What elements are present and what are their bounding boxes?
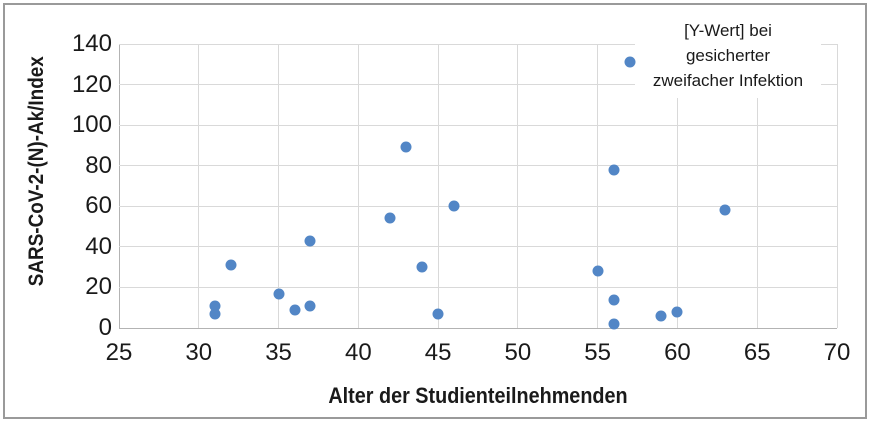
chart-frame: SARS-CoV-2-(N)-Ak/Index 0 20 40 60 80 100 120 1… xyxy=(3,3,867,419)
vertical-gridline xyxy=(198,44,200,328)
data-point xyxy=(624,56,636,68)
vertical-gridline xyxy=(278,44,280,328)
x-tick-label: 65 xyxy=(743,339,771,366)
annotation-line-2: gesicherter xyxy=(685,46,771,65)
data-point xyxy=(655,310,667,322)
data-point xyxy=(608,164,620,176)
vertical-gridline xyxy=(597,44,599,328)
data-point xyxy=(671,306,683,318)
data-point xyxy=(448,200,460,212)
data-point xyxy=(719,204,731,216)
vertical-gridline xyxy=(676,44,678,328)
data-point xyxy=(225,259,237,271)
x-tick-label: 60 xyxy=(664,339,691,366)
data-point xyxy=(608,318,620,330)
x-axis-title: Alter der Studienteilnehmenden xyxy=(328,383,628,408)
annotation-label: [Y-Wert] bei gesicherter zweifacher Infe… xyxy=(635,13,821,98)
x-tick-label: 55 xyxy=(584,339,612,366)
vertical-gridline xyxy=(756,44,758,328)
data-point xyxy=(289,304,300,316)
y-tick-label: 40 xyxy=(85,232,112,260)
x-tick-label: 25 xyxy=(105,339,133,366)
data-point xyxy=(304,300,316,312)
data-point xyxy=(416,261,428,273)
horizontal-gridline xyxy=(119,84,837,86)
horizontal-gridline xyxy=(119,286,837,288)
data-point xyxy=(209,300,221,312)
annotation-line-3: zweifacher Infektion xyxy=(652,71,804,90)
x-axis-line xyxy=(119,327,837,329)
horizontal-gridline xyxy=(119,246,837,248)
vertical-gridline xyxy=(517,44,519,328)
y-tick-label: 20 xyxy=(85,273,112,301)
x-tick-label: 30 xyxy=(185,339,213,366)
data-point xyxy=(304,235,316,247)
data-point xyxy=(432,308,444,320)
y-axis-line xyxy=(118,44,120,328)
horizontal-gridline xyxy=(119,165,837,167)
x-axis-tick-labels: 25 30 35 40 45 50 55 60 65 70 xyxy=(106,339,851,366)
y-tick-label: 0 xyxy=(98,314,112,341)
data-point xyxy=(384,212,396,224)
horizontal-gridline xyxy=(119,43,837,45)
y-tick-label: 100 xyxy=(71,111,112,139)
y-tick-label: 60 xyxy=(85,192,112,220)
x-tick-label: 35 xyxy=(265,339,292,366)
y-axis-tick-labels: 0 20 40 60 80 100 120 140 xyxy=(35,31,112,341)
x-tick-label: 50 xyxy=(504,339,532,366)
y-tick-label: 80 xyxy=(85,151,112,179)
x-tick-label: 40 xyxy=(344,339,372,366)
data-point xyxy=(273,288,285,299)
horizontal-gridline xyxy=(119,205,837,207)
y-tick-label: 140 xyxy=(71,30,112,57)
vertical-gridline xyxy=(437,44,439,328)
horizontal-gridline xyxy=(119,124,837,126)
data-point xyxy=(400,141,412,153)
data-point xyxy=(209,308,221,320)
annotation-line-1: [Y-Wert] bei xyxy=(684,21,772,40)
data-point xyxy=(592,265,604,277)
x-tick-label: 70 xyxy=(823,339,851,366)
vertical-gridline xyxy=(357,44,359,328)
y-tick-label: 120 xyxy=(71,70,112,98)
x-tick-label: 45 xyxy=(424,339,452,366)
data-point xyxy=(608,294,620,306)
plot-area xyxy=(118,43,838,330)
vertical-gridline xyxy=(836,44,838,328)
